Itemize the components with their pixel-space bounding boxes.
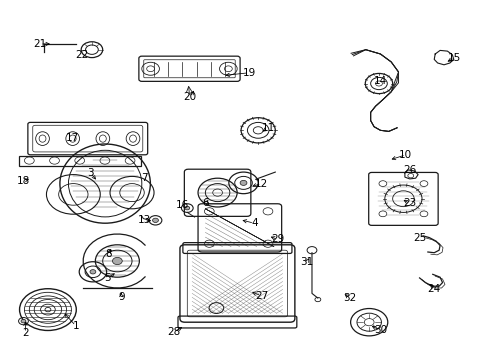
Text: 11: 11 xyxy=(261,123,274,133)
Text: 9: 9 xyxy=(118,292,124,302)
Text: 10: 10 xyxy=(399,150,411,160)
Text: 16: 16 xyxy=(175,200,189,210)
Text: 23: 23 xyxy=(402,198,416,208)
Text: 14: 14 xyxy=(373,76,386,86)
Text: 20: 20 xyxy=(183,92,196,102)
Text: 24: 24 xyxy=(427,284,440,294)
Circle shape xyxy=(112,257,122,265)
Circle shape xyxy=(240,180,246,185)
Circle shape xyxy=(152,218,158,222)
Text: 30: 30 xyxy=(373,325,386,336)
Text: 18: 18 xyxy=(17,176,30,186)
Text: 12: 12 xyxy=(254,179,268,189)
Circle shape xyxy=(184,206,189,210)
Text: 19: 19 xyxy=(242,68,256,78)
Text: 1: 1 xyxy=(72,321,79,331)
Text: 5: 5 xyxy=(104,273,111,283)
Text: 3: 3 xyxy=(87,168,94,178)
Circle shape xyxy=(21,319,26,323)
Text: 15: 15 xyxy=(447,53,461,63)
Text: 17: 17 xyxy=(65,132,79,143)
Text: 22: 22 xyxy=(75,50,89,60)
Circle shape xyxy=(90,270,96,274)
Text: 13: 13 xyxy=(137,215,151,225)
Text: 8: 8 xyxy=(105,249,112,259)
Text: 25: 25 xyxy=(412,233,426,243)
Text: 7: 7 xyxy=(141,173,147,183)
Text: 28: 28 xyxy=(166,327,180,337)
Text: 29: 29 xyxy=(270,234,284,244)
Text: 6: 6 xyxy=(202,198,208,208)
Text: 27: 27 xyxy=(254,291,268,301)
Text: 31: 31 xyxy=(300,257,313,267)
Text: 32: 32 xyxy=(342,293,356,303)
Text: 21: 21 xyxy=(33,39,47,49)
Text: 2: 2 xyxy=(22,328,29,338)
Text: 4: 4 xyxy=(250,218,257,228)
Text: 26: 26 xyxy=(402,165,416,175)
